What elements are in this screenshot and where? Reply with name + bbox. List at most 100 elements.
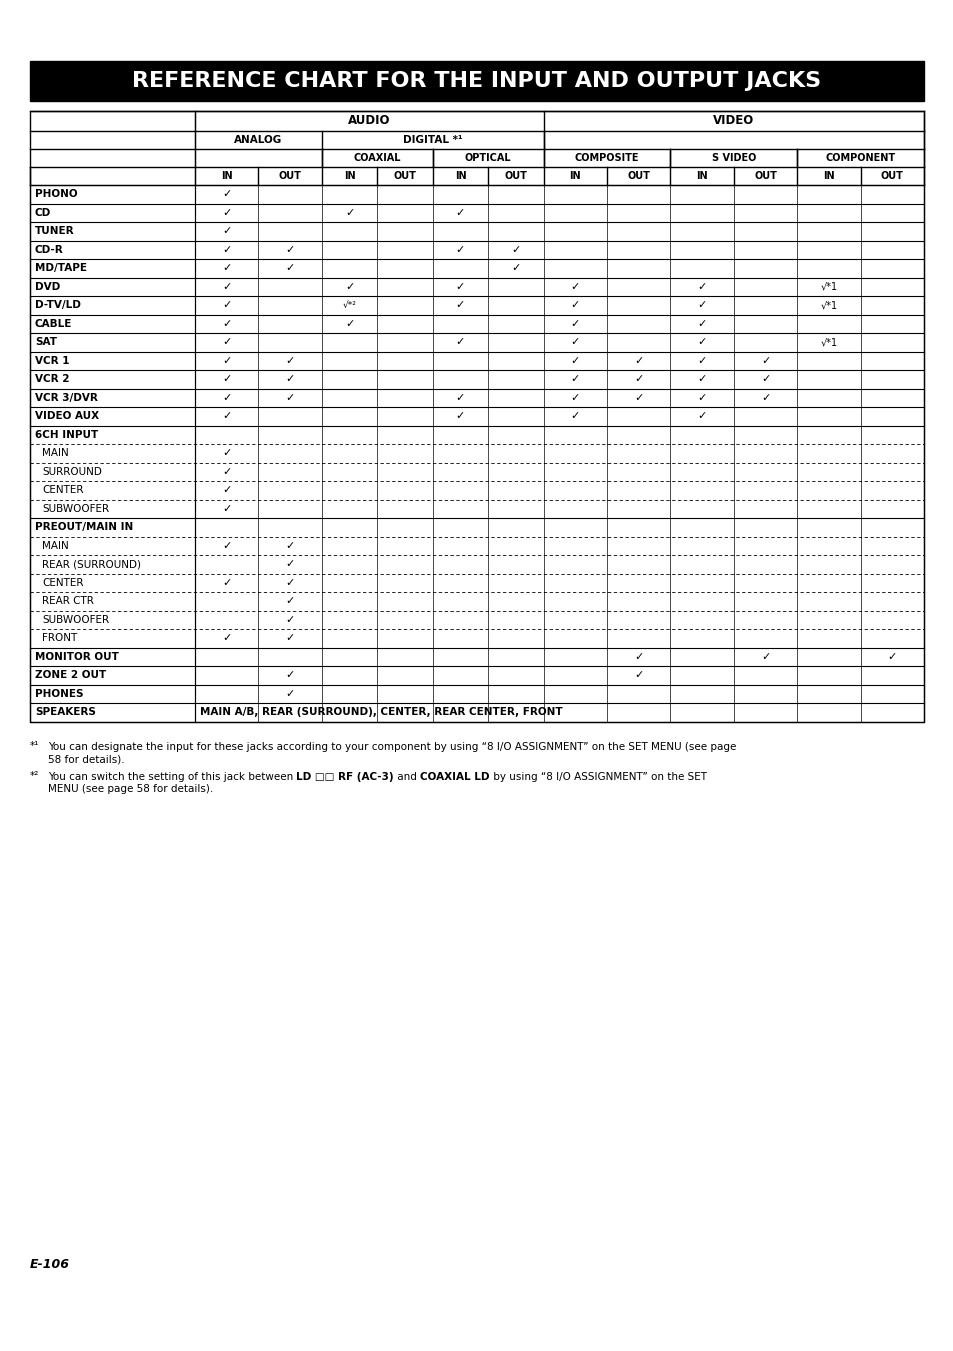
Text: ✓: ✓ [634, 651, 642, 662]
Text: ✓: ✓ [222, 374, 232, 384]
Text: ✓: ✓ [285, 559, 294, 569]
Text: ✓: ✓ [570, 282, 579, 292]
Text: IN: IN [569, 172, 580, 181]
Text: ✓: ✓ [222, 449, 232, 458]
Text: and: and [394, 771, 420, 781]
Text: ✓: ✓ [222, 411, 232, 422]
Text: ✓: ✓ [760, 393, 769, 403]
Text: 58 for details).: 58 for details). [48, 754, 125, 765]
Text: ✓: ✓ [222, 245, 232, 255]
Text: VCR 2: VCR 2 [35, 374, 70, 384]
Text: ✓: ✓ [570, 374, 579, 384]
Text: ✓: ✓ [456, 338, 465, 347]
Text: VCR 1: VCR 1 [35, 355, 70, 366]
Text: ✓: ✓ [634, 374, 642, 384]
Text: ✓: ✓ [285, 578, 294, 588]
Text: OUT: OUT [278, 172, 301, 181]
Text: LD □□ RF (AC-3): LD □□ RF (AC-3) [296, 771, 394, 781]
Text: OUT: OUT [394, 172, 416, 181]
Text: ✓: ✓ [511, 245, 520, 255]
Text: S VIDEO: S VIDEO [711, 153, 755, 163]
Text: ✓: ✓ [285, 634, 294, 643]
Text: E-106: E-106 [30, 1258, 70, 1271]
Text: ✓: ✓ [285, 689, 294, 698]
Text: OPTICAL: OPTICAL [464, 153, 511, 163]
Text: ✓: ✓ [222, 189, 232, 199]
Bar [30, 61, 923, 101]
Text: You can switch the setting of this jack between: You can switch the setting of this jack … [48, 771, 296, 781]
Text: ✓: ✓ [456, 300, 465, 311]
Text: ✓: ✓ [285, 596, 294, 607]
Text: SUBWOOFER: SUBWOOFER [42, 615, 109, 624]
Text: SAT: SAT [35, 338, 57, 347]
Text: ✓: ✓ [697, 338, 706, 347]
Text: ✓: ✓ [511, 263, 520, 273]
Text: ✓: ✓ [697, 319, 706, 328]
Text: CD-R: CD-R [35, 245, 64, 255]
Text: by using “8 I/O ASSIGNMENT” on the SET: by using “8 I/O ASSIGNMENT” on the SET [489, 771, 706, 781]
Text: ✓: ✓ [222, 634, 232, 643]
Text: ✓: ✓ [285, 245, 294, 255]
Text: OUT: OUT [627, 172, 650, 181]
Text: CABLE: CABLE [35, 319, 72, 328]
Text: ✓: ✓ [697, 282, 706, 292]
Text: TUNER: TUNER [35, 226, 74, 236]
Text: ✓: ✓ [222, 208, 232, 218]
Text: SPEAKERS: SPEAKERS [35, 708, 95, 717]
Text: MAIN A/B, REAR (SURROUND), CENTER, REAR CENTER, FRONT: MAIN A/B, REAR (SURROUND), CENTER, REAR … [200, 708, 562, 717]
Text: OUT: OUT [753, 172, 776, 181]
Text: ✓: ✓ [222, 300, 232, 311]
Text: √*²: √*² [342, 301, 356, 309]
Text: ✓: ✓ [456, 393, 465, 403]
Text: OUT: OUT [880, 172, 902, 181]
Text: *²: *² [30, 771, 39, 781]
Text: ✓: ✓ [456, 245, 465, 255]
Text: ✓: ✓ [634, 670, 642, 681]
Text: ✓: ✓ [760, 355, 769, 366]
Text: √*1: √*1 [820, 338, 837, 347]
Text: ✓: ✓ [285, 355, 294, 366]
Text: ✓: ✓ [697, 355, 706, 366]
Text: ✓: ✓ [570, 411, 579, 422]
Text: MAIN: MAIN [42, 449, 69, 458]
Text: ✓: ✓ [570, 355, 579, 366]
Text: OUT: OUT [504, 172, 527, 181]
Text: ✓: ✓ [285, 374, 294, 384]
Text: ✓: ✓ [222, 319, 232, 328]
Text: COMPONENT: COMPONENT [824, 153, 895, 163]
Text: ✓: ✓ [222, 466, 232, 477]
Text: ✓: ✓ [222, 282, 232, 292]
Text: COMPOSITE: COMPOSITE [575, 153, 639, 163]
Text: IN: IN [822, 172, 834, 181]
Text: DVD: DVD [35, 282, 60, 292]
Text: SUBWOOFER: SUBWOOFER [42, 504, 109, 513]
Text: ✓: ✓ [760, 651, 769, 662]
Text: *¹: *¹ [30, 742, 39, 751]
Text: ✓: ✓ [570, 319, 579, 328]
Text: ✓: ✓ [570, 338, 579, 347]
Bar [30, 111, 923, 721]
Text: ✓: ✓ [222, 338, 232, 347]
Text: ✓: ✓ [222, 485, 232, 496]
Text: ✓: ✓ [222, 263, 232, 273]
Text: ✓: ✓ [222, 504, 232, 513]
Text: ✓: ✓ [285, 615, 294, 624]
Text: MD/TAPE: MD/TAPE [35, 263, 87, 273]
Text: REAR (SURROUND): REAR (SURROUND) [42, 559, 141, 569]
Text: ✓: ✓ [697, 300, 706, 311]
Text: √*1: √*1 [820, 300, 837, 311]
Text: √*1: √*1 [820, 282, 837, 292]
Text: IN: IN [221, 172, 233, 181]
Text: MENU (see page 58 for details).: MENU (see page 58 for details). [48, 785, 213, 794]
Text: ✓: ✓ [222, 226, 232, 236]
Text: MONITOR OUT: MONITOR OUT [35, 651, 119, 662]
Text: IN: IN [696, 172, 707, 181]
Text: ✓: ✓ [456, 411, 465, 422]
Text: IN: IN [343, 172, 355, 181]
Text: ✓: ✓ [285, 670, 294, 681]
Text: ✓: ✓ [285, 540, 294, 551]
Text: ✓: ✓ [344, 208, 354, 218]
Text: ✓: ✓ [344, 282, 354, 292]
Text: IN: IN [455, 172, 466, 181]
Text: 6CH INPUT: 6CH INPUT [35, 430, 98, 439]
